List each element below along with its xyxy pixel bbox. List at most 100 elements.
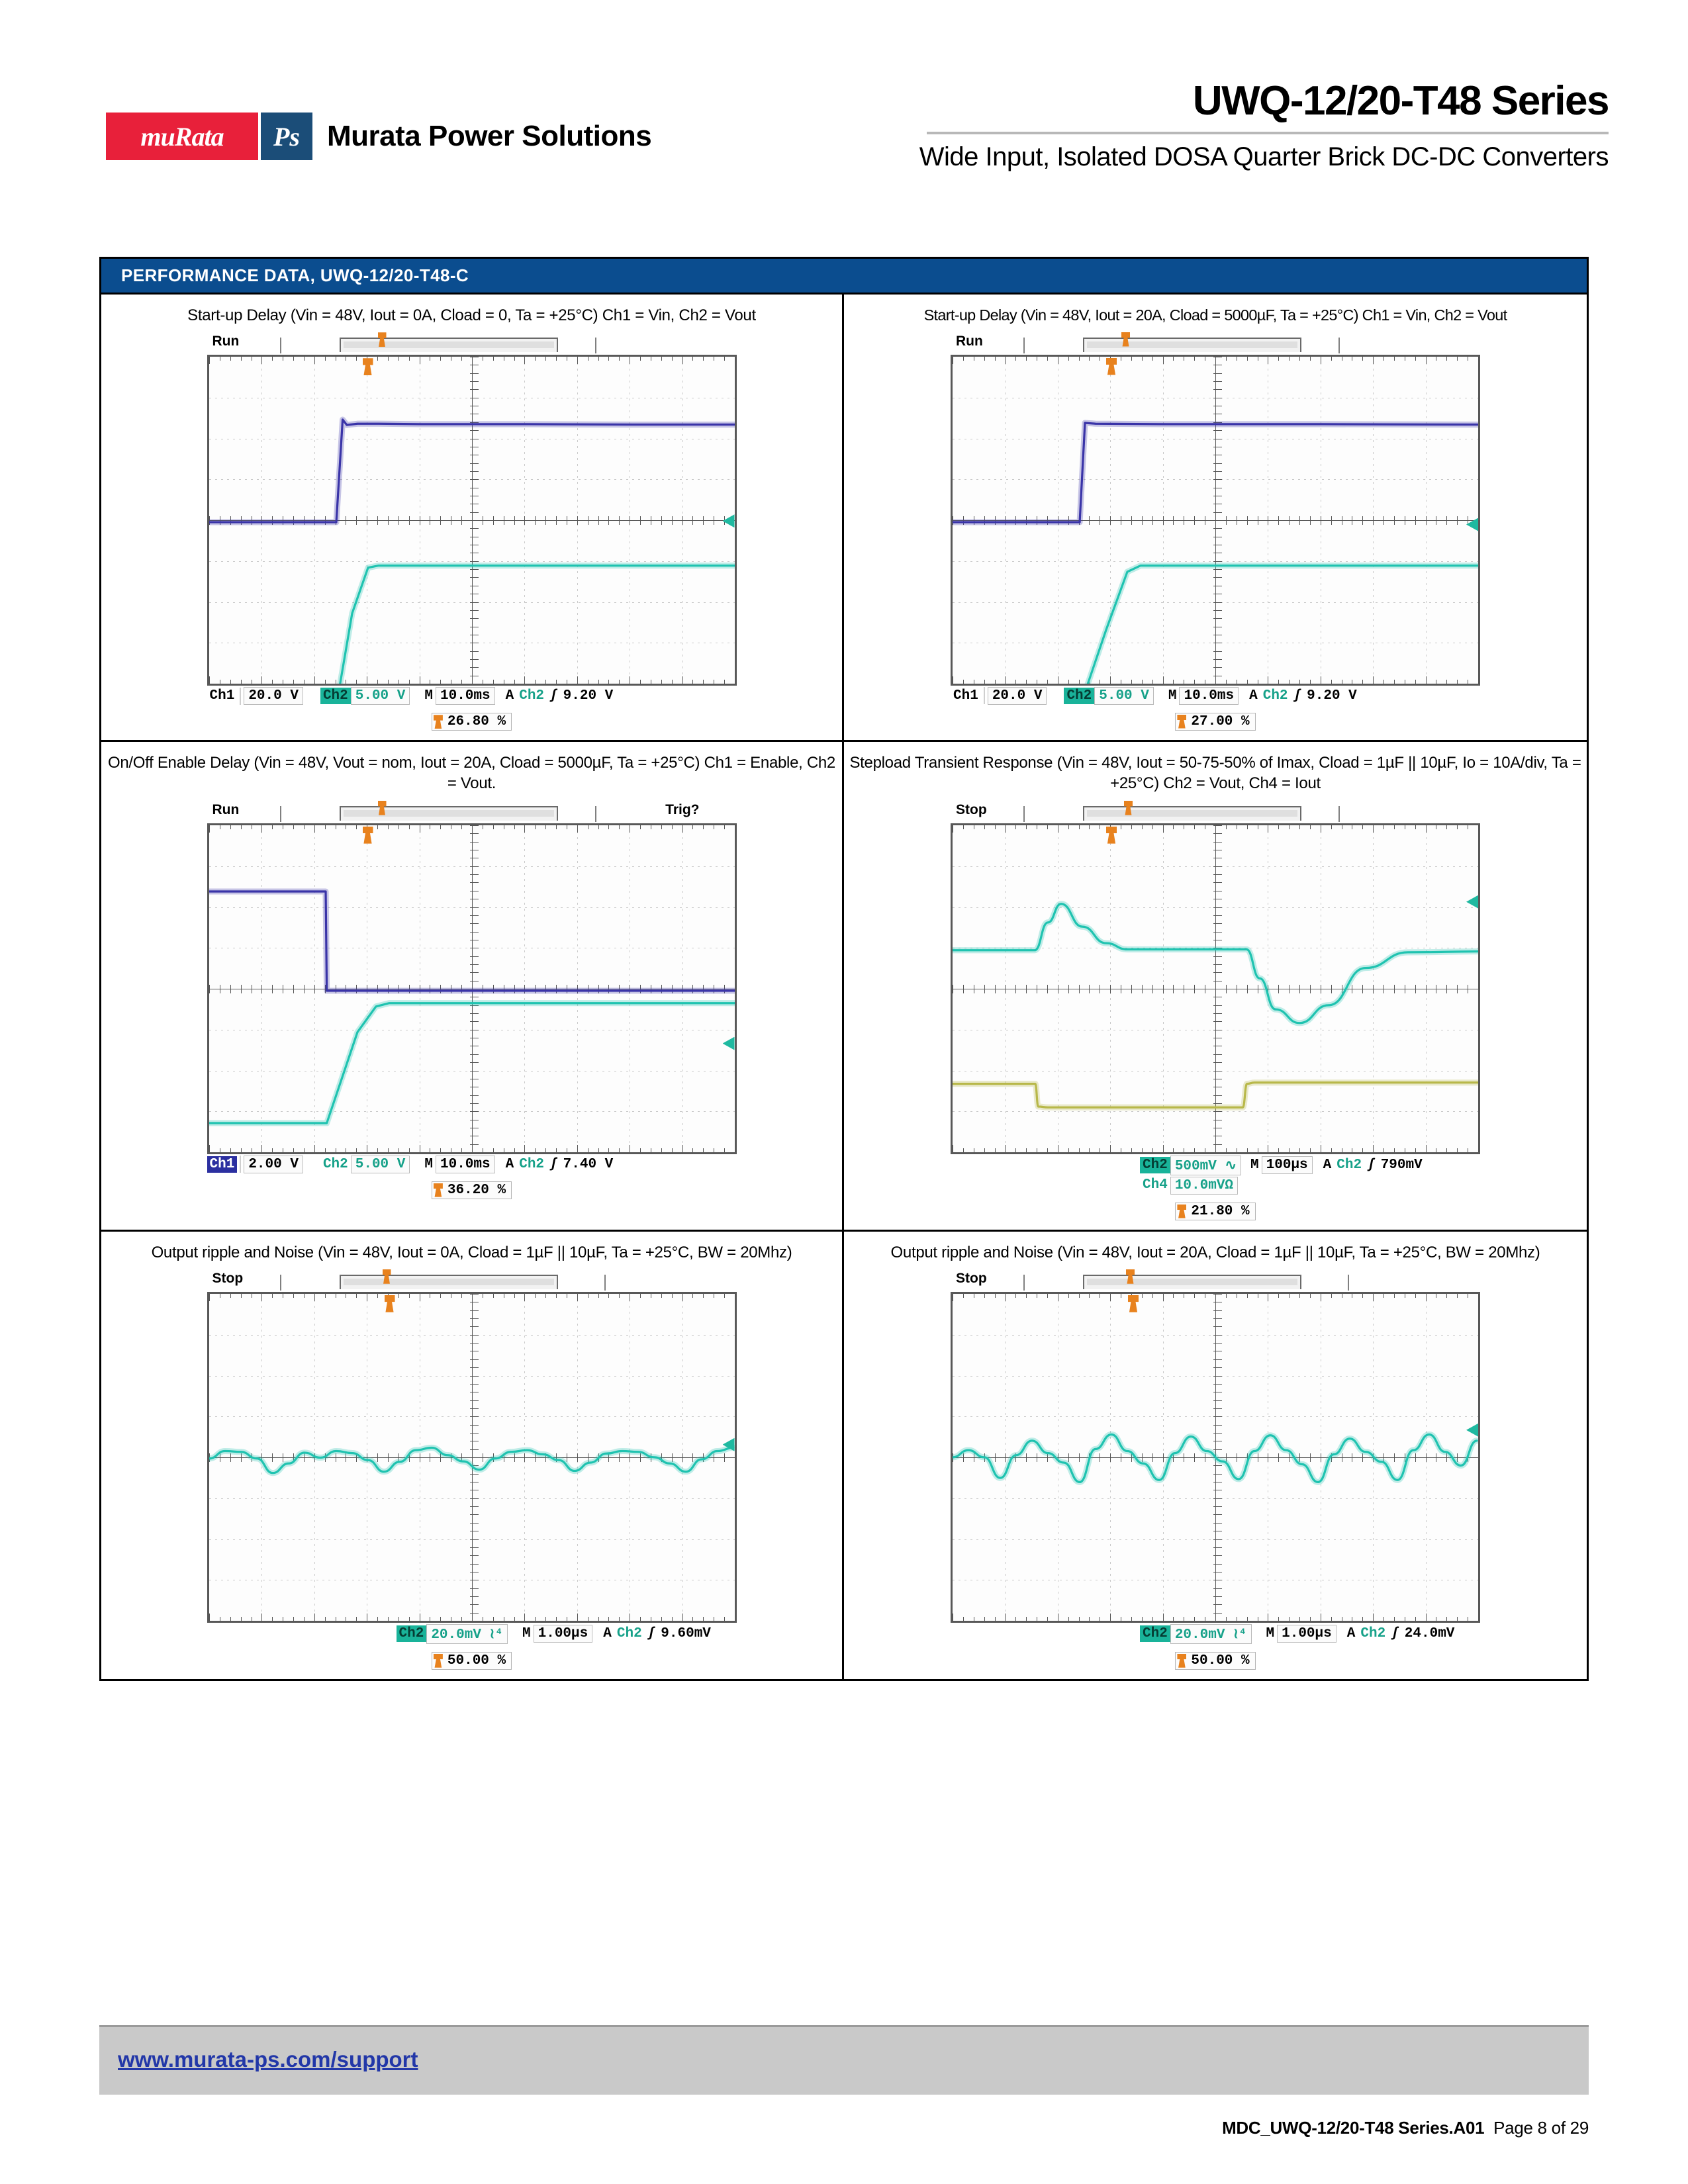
ch1-label[interactable]: Ch1 (953, 688, 978, 704)
edge-tick (524, 825, 525, 833)
trigger-slope-icon[interactable]: ʃ (1367, 1158, 1376, 1173)
ch2-label[interactable]: Ch2 (322, 1156, 348, 1172)
ch1-scale-value[interactable]: 20.0 V (244, 687, 303, 705)
trigger-level[interactable]: 9.60mV (661, 1626, 711, 1642)
timebase-value[interactable]: 10.0ms (1179, 686, 1239, 705)
trigger-level[interactable]: 7.40 V (563, 1156, 614, 1172)
trigger-source[interactable]: Ch2 (616, 1626, 642, 1642)
trigger-source[interactable]: Ch2 (1336, 1158, 1362, 1173)
axis-tick (682, 1453, 683, 1462)
ch2-scale-value[interactable]: 5.00 V (1094, 686, 1154, 705)
edge-tick (671, 1616, 673, 1621)
ch1-scale-value[interactable]: 2.00 V (244, 1155, 303, 1173)
trigger-level-marker[interactable] (362, 826, 373, 844)
ch2-label[interactable]: Ch2 (396, 1625, 427, 1643)
trigger-source[interactable]: Ch2 (519, 1156, 545, 1172)
ch2-label[interactable]: Ch2 (1140, 1157, 1170, 1174)
timebase-value[interactable]: 1.00µs (1277, 1625, 1336, 1643)
acquisition-state[interactable]: Stop (212, 1270, 244, 1286)
trigger-level[interactable]: 9.20 V (563, 688, 614, 704)
horizontal-position-readout[interactable]: 36.20 % (431, 1181, 512, 1199)
trigger-level[interactable]: 9.20 V (1307, 688, 1357, 704)
edge-tick (671, 1148, 673, 1152)
trigger-position-marker-top[interactable] (377, 332, 387, 347)
timebase-value[interactable]: 1.00µs (533, 1625, 593, 1643)
ch1-label[interactable]: Ch1 (207, 1156, 238, 1173)
trigger-level-marker[interactable] (384, 1295, 395, 1312)
acquisition-state[interactable]: Run (956, 333, 983, 349)
trigger-level-marker[interactable] (1106, 357, 1117, 375)
trigger-source[interactable]: Ch2 (1360, 1626, 1386, 1642)
trigger-slope-icon[interactable]: ʃ (549, 1156, 558, 1172)
axis-tick (469, 907, 479, 908)
ch2-scale-value[interactable]: 5.00 V (350, 1155, 410, 1173)
edge-tick (661, 1616, 662, 1621)
ch2-scale-value[interactable]: 20.0mV ≀⁴ (1170, 1623, 1252, 1644)
edge-tick (1131, 356, 1132, 361)
edge-tick (608, 1616, 609, 1621)
ch4-label[interactable]: Ch4 (1143, 1177, 1168, 1193)
axis-tick (1213, 1522, 1222, 1524)
bar-divider (240, 1156, 242, 1173)
timebase-value[interactable]: 100µs (1261, 1156, 1313, 1175)
trigger-source[interactable]: Ch2 (1262, 688, 1288, 704)
trigger-position-marker-top[interactable] (1121, 332, 1130, 347)
trigger-level-marker[interactable] (1128, 1295, 1139, 1312)
channel-2-marker[interactable]: 2 (207, 653, 208, 669)
timebase-value[interactable]: 10.0ms (435, 1155, 495, 1173)
axis-tick (469, 1457, 479, 1458)
ch2-scale-value[interactable]: 20.0mV ≀⁴ (426, 1623, 508, 1644)
horizontal-position-readout[interactable]: 50.00 % (431, 1651, 512, 1670)
horizontal-position-readout[interactable]: 27.00 % (1175, 712, 1256, 731)
trigger-slope-icon[interactable]: ʃ (647, 1626, 656, 1642)
ch2-label[interactable]: Ch2 (1140, 1625, 1170, 1643)
ch1-label[interactable]: Ch1 (209, 688, 235, 704)
edge-tick (963, 1616, 964, 1621)
trigger-position-marker-top[interactable] (382, 1269, 391, 1284)
trigger-position-marker-top[interactable] (1126, 1269, 1135, 1284)
ch2-label[interactable]: Ch2 (320, 688, 351, 705)
ch2-label[interactable]: Ch2 (1064, 687, 1095, 704)
trigger-mode[interactable]: A (505, 1156, 514, 1172)
trigger-level[interactable]: 790mV (1380, 1158, 1423, 1173)
trigger-level-marker[interactable] (362, 358, 373, 376)
timebase-value[interactable]: 10.0ms (435, 687, 495, 705)
ch1-scale-value[interactable]: 20.0 V (987, 686, 1047, 705)
acquisition-state[interactable]: Run (212, 334, 240, 349)
acquisition-state[interactable]: Run (212, 801, 240, 817)
edge-tick (555, 1148, 557, 1152)
trigger-mode[interactable]: A (1249, 688, 1258, 704)
channel-1-marker[interactable]: 1 (207, 996, 208, 1012)
trigger-mode[interactable]: A (1323, 1158, 1332, 1173)
acquisition-state[interactable]: Stop (956, 1270, 987, 1286)
ch2-scale-value[interactable]: 5.00 V (350, 687, 410, 705)
trigger-level-marker[interactable] (1106, 826, 1117, 844)
trigger-mode[interactable]: A (603, 1626, 612, 1642)
axis-tick (1047, 1453, 1048, 1462)
edge-tick (1373, 825, 1374, 833)
acquisition-state[interactable]: Stop (956, 801, 987, 817)
channel-1-marker[interactable]: 1 (207, 499, 208, 515)
horizontal-position-readout[interactable]: 26.80 % (431, 713, 512, 731)
trigger-position-marker-top[interactable] (1124, 800, 1133, 815)
trigger-slope-icon[interactable]: ʃ (1293, 688, 1302, 704)
trigger-source[interactable]: Ch2 (519, 688, 545, 704)
trigger-level[interactable]: 24.0mV (1404, 1626, 1455, 1642)
trigger-slope-icon[interactable]: ʃ (1391, 1626, 1399, 1642)
trigger-slope-icon[interactable]: ʃ (549, 688, 558, 704)
trigger-mode[interactable]: A (505, 688, 514, 704)
trigger-mode[interactable]: A (1346, 1626, 1356, 1642)
channel-2-marker[interactable]: 2 (207, 1123, 208, 1139)
ch2-scale-value[interactable]: 500mV ∿ (1170, 1155, 1242, 1175)
axis-tick (534, 984, 536, 993)
trigger-position-marker-top[interactable] (377, 800, 387, 815)
horizontal-position-readout[interactable]: 50.00 % (1175, 1651, 1256, 1670)
axis-tick (1213, 422, 1222, 423)
ch4-scale-value[interactable]: 10.0mVΩ (1170, 1176, 1239, 1195)
edge-tick (1173, 1148, 1174, 1152)
channel-2-marker[interactable]: 2 (207, 1458, 208, 1474)
support-link[interactable]: www.murata-ps.com/support (118, 2047, 418, 2071)
horizontal-position-readout[interactable]: 21.80 % (1175, 1202, 1256, 1220)
axis-tick (469, 610, 479, 612)
axis-tick (1383, 516, 1384, 525)
